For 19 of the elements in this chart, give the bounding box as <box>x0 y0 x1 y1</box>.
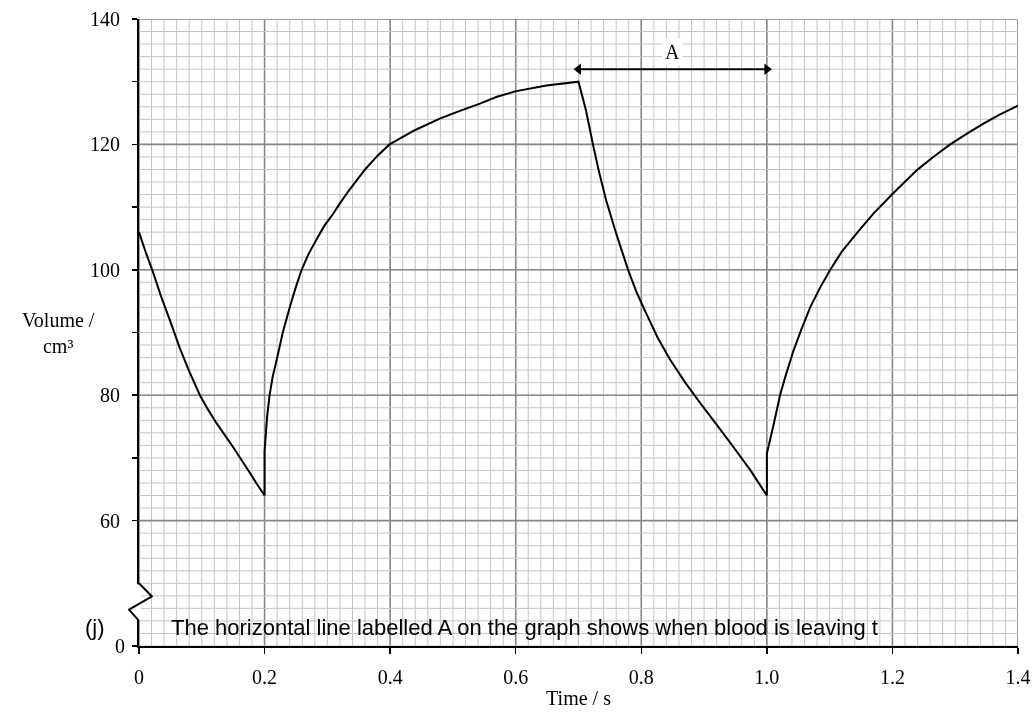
x-tick-label: 0.4 <box>377 666 403 688</box>
x-tick-label: 0.6 <box>503 666 529 688</box>
annotation: The horizontal line labelled A on the graph shows when blood is leaving t <box>171 615 878 640</box>
y-tick-label: 120 <box>90 133 120 156</box>
text: 0 <box>115 635 125 657</box>
text: (j) <box>85 615 105 640</box>
y-tick-label: 60 <box>100 509 120 532</box>
x-tick-label: 1.0 <box>754 666 780 688</box>
x-tick-label: 0.8 <box>628 666 654 688</box>
y-tick-label: 100 <box>90 258 120 281</box>
x-tick-label: 1.4 <box>1005 666 1031 688</box>
x-axis-title: Time / s <box>546 687 612 709</box>
y-tick-label: 80 <box>100 384 120 407</box>
y-tick-label: 140 <box>90 8 120 30</box>
x-tick-label: 0 <box>134 666 144 688</box>
y-axis-title: Volume / cm³ <box>22 309 95 357</box>
annotation: A <box>665 41 680 63</box>
x-tick-label: 0.2 <box>252 666 278 688</box>
x-tick-label: 1.2 <box>879 666 905 688</box>
